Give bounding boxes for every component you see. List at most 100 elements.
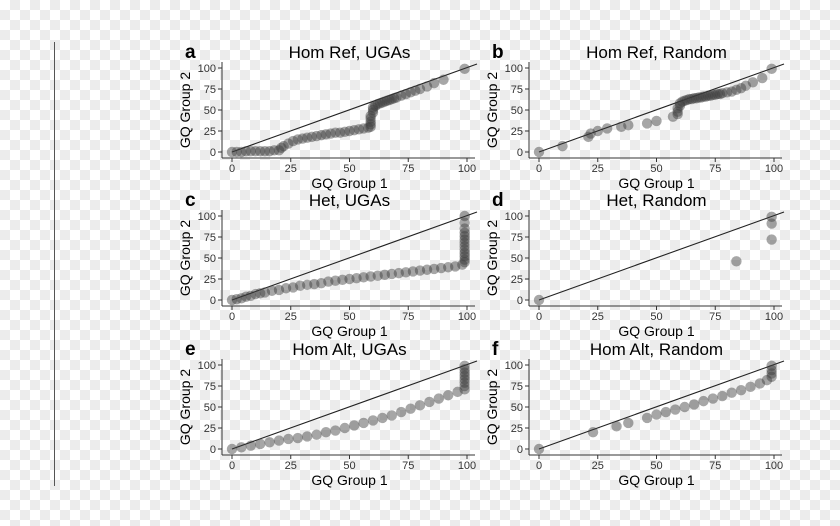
panel-c-point — [309, 278, 320, 290]
panel-d-point — [766, 218, 777, 229]
panel-e-title: Hom Alt, UGAs — [292, 340, 406, 359]
panel-a-point — [231, 146, 242, 158]
panel-e-x-tick-label: 0 — [229, 460, 235, 472]
panel-b-point — [557, 140, 568, 152]
panel-b-y-axis-title: GQ Group 2 — [484, 72, 500, 148]
panel-d-x-tick-label: 0 — [536, 311, 542, 323]
panel-b-point — [641, 118, 653, 129]
panel-a-x-axis-title: GQ Group 1 — [311, 175, 387, 191]
panel-c-point — [443, 262, 454, 273]
panel-e-point — [330, 425, 341, 436]
panel-f-point — [611, 421, 622, 432]
panel-a-point — [339, 126, 350, 138]
panel-b-x-tick-label: 25 — [592, 163, 604, 175]
panel-c-point — [231, 293, 242, 305]
panel-d-point — [766, 211, 777, 223]
panel-a-point — [400, 88, 412, 100]
panel-c-x-axis-title: GQ Group 1 — [311, 323, 387, 339]
panel-a-point — [421, 81, 433, 92]
panel-e-point — [283, 433, 294, 445]
panel-c-point — [386, 268, 397, 280]
panel-a-point — [370, 100, 381, 112]
panel-e-point — [311, 429, 322, 440]
panel-b-point — [677, 96, 688, 107]
panel-b-point — [667, 111, 679, 122]
panel-f-point — [766, 368, 777, 379]
panel-b-point — [747, 77, 759, 88]
panel-c-title: Het, UGAs — [309, 191, 390, 210]
panel-b-point — [592, 125, 603, 137]
panel-c-point — [459, 241, 470, 252]
panel-e-point — [405, 403, 416, 414]
panel-c-point — [255, 288, 266, 299]
panel-c-point — [351, 272, 362, 284]
panel-e-point — [452, 386, 463, 398]
panel-a-point — [250, 145, 261, 157]
panel-c-point — [294, 280, 306, 291]
panel-c-point — [459, 210, 470, 222]
panel-e-point — [292, 432, 303, 444]
panel-a-point — [297, 133, 308, 144]
panel-c-point — [344, 273, 355, 285]
panel-f-x-tick-label: 100 — [765, 460, 783, 472]
panel-a-point — [353, 124, 365, 135]
panel-c-point — [236, 293, 247, 304]
panel-b-x-tick-label: 0 — [536, 163, 542, 175]
panel-d-point — [533, 294, 545, 306]
panel-a-point — [311, 130, 322, 142]
panel-a-point — [381, 95, 393, 106]
panel-f-point — [766, 360, 777, 372]
panel-a-point — [259, 145, 271, 157]
panel-c-y-tick-label: 25 — [204, 274, 216, 286]
panel-a-point — [388, 93, 400, 104]
panel-a-point — [273, 145, 285, 156]
panel-c-point — [302, 279, 313, 291]
panel-a-point — [320, 129, 332, 140]
panel-f-y-tick-label: 50 — [511, 402, 523, 414]
panel-a-point — [245, 145, 256, 157]
panel-f-point — [660, 406, 672, 418]
panel-d-y-tick-label: 75 — [511, 232, 523, 244]
panel-c-point — [407, 266, 419, 277]
panel-e-point — [377, 412, 388, 424]
panel-c-point — [459, 227, 470, 238]
panel-b-point — [695, 92, 707, 103]
panel-b-y-tick-label: 0 — [517, 147, 523, 159]
panel-f-point — [688, 399, 700, 410]
panel-d-y-tick-label: 100 — [505, 211, 523, 223]
panel-b-point — [707, 89, 719, 101]
panel-c-point — [435, 262, 447, 274]
panel-e-y-tick-label: 50 — [204, 402, 216, 414]
panel-a-y-tick-label: 25 — [204, 126, 216, 138]
panel-a-point — [264, 145, 275, 157]
panel-f-point — [766, 371, 777, 382]
panel-c-point — [259, 287, 271, 298]
panel-c-point — [316, 278, 327, 289]
panel-e-reference-line — [231, 360, 478, 450]
panel-e-point — [273, 435, 285, 446]
panel-b-y-tick-label: 75 — [511, 84, 523, 96]
panel-c-point — [428, 263, 440, 275]
panel-a-point — [306, 131, 318, 143]
panel-c-point — [459, 244, 470, 255]
panel-c-x-tick-label: 100 — [458, 311, 476, 323]
panel-c-point — [393, 267, 405, 279]
panel-d-x-tick-label: 25 — [592, 311, 604, 323]
panel-b-point — [712, 88, 723, 100]
panel-a-point — [367, 104, 379, 116]
panel-b-point — [688, 93, 700, 104]
panel-b-point — [766, 63, 777, 75]
panel-e-point — [433, 393, 444, 404]
panel-b-point — [705, 90, 716, 101]
panel-c-point — [459, 251, 470, 262]
panel-f-point — [717, 390, 728, 402]
panel-e-point — [459, 380, 470, 392]
panel-b-letter: b — [492, 42, 504, 63]
panel-f-title: Hom Alt, Random — [590, 340, 723, 359]
panel-c-y-tick-label: 50 — [204, 253, 216, 265]
panel-f-x-tick-label: 25 — [592, 460, 604, 472]
panel-b-title: Hom Ref, Random — [586, 43, 727, 62]
panel-a-point — [269, 145, 280, 156]
panel-d-x-tick-label: 75 — [709, 311, 721, 323]
panel-e-point — [459, 370, 470, 382]
